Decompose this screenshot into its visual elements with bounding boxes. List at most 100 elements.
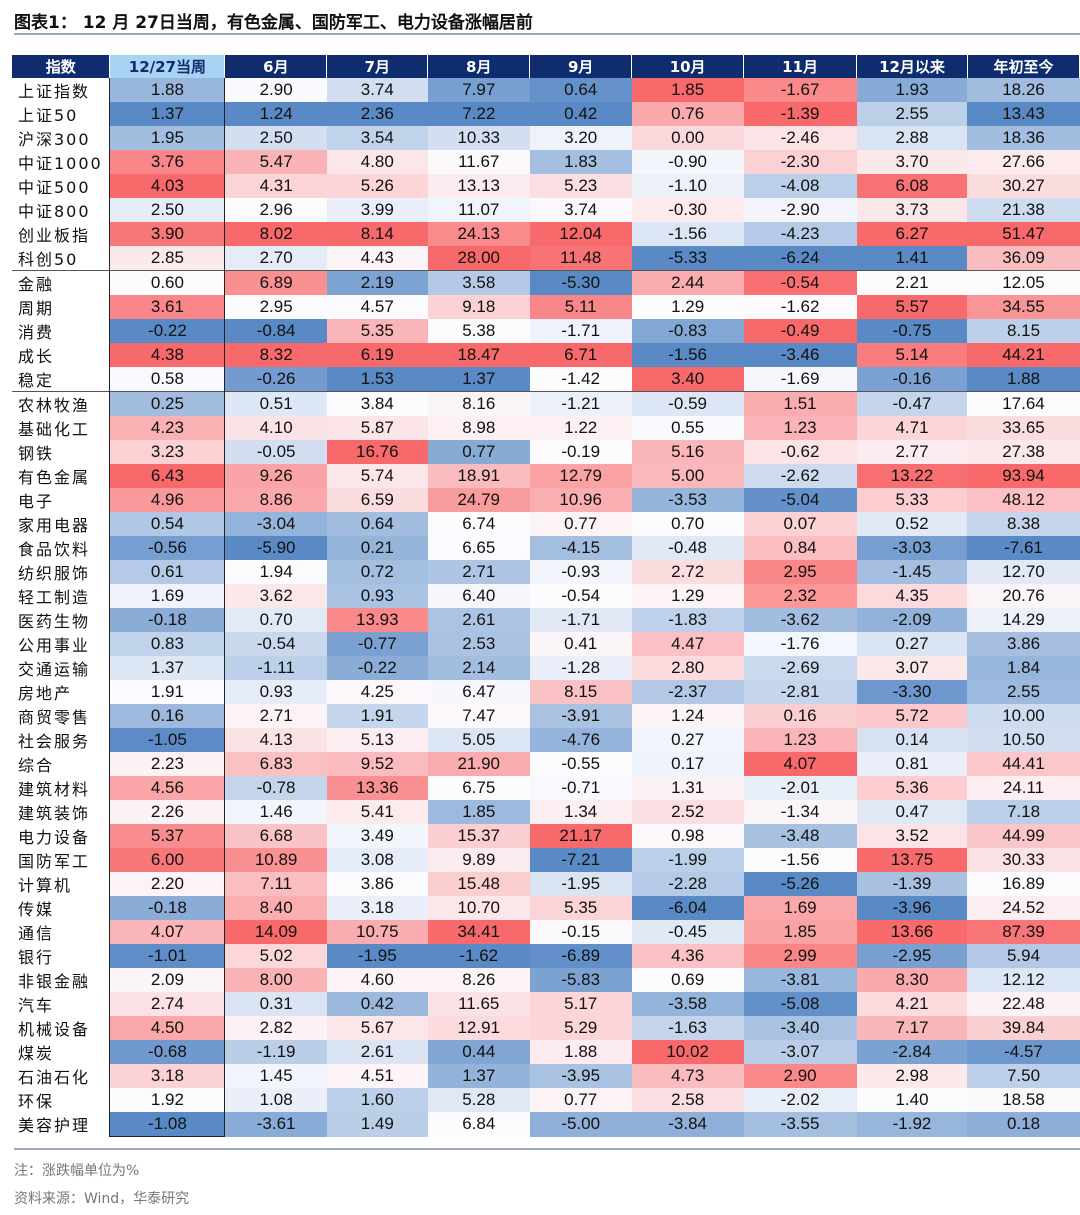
heatmap-cell: 4.07 <box>743 752 857 776</box>
heatmap-cell: 3.73 <box>856 198 968 222</box>
heatmap-cell: 1.69 <box>743 896 857 920</box>
heatmap-cell: 1.88 <box>529 1040 632 1064</box>
heatmap-cell: 4.47 <box>631 632 744 656</box>
heatmap-cell: 0.77 <box>529 1088 632 1112</box>
heatmap-cell: 10.00 <box>967 704 1080 728</box>
heatmap-cell: 2.61 <box>427 608 530 632</box>
row-label: 纺织服饰 <box>18 564 91 583</box>
heatmap-cell: 3.18 <box>326 896 428 920</box>
heatmap-cell: 1.08 <box>224 1088 327 1112</box>
heatmap-cell: -1.62 <box>743 295 857 319</box>
heatmap-cell: 0.64 <box>529 78 632 102</box>
heatmap-cell: -3.53 <box>631 488 744 512</box>
table-row: 电力设备 5.37 6.68 3.49 15.37 21.17 0.98 -3.48 3.52 4… <box>12 824 1080 848</box>
heatmap-cell: -1.95 <box>326 944 428 968</box>
heatmap-cell: -1.67 <box>743 78 857 102</box>
heatmap-cell: 4.71 <box>856 416 968 440</box>
heatmap-cell: 0.27 <box>856 632 968 656</box>
heatmap-cell: 8.15 <box>967 319 1080 343</box>
table-row: 电子 4.96 8.86 6.59 24.79 10.96 -3.53 -5.04 5.33 48… <box>12 488 1080 512</box>
row-label: 金融 <box>12 270 110 295</box>
row-label: 汽车 <box>18 996 55 1015</box>
row-label: 建筑材料 <box>18 780 91 799</box>
heatmap-cell: -1.83 <box>631 608 744 632</box>
heatmap-cell: 0.93 <box>224 680 327 704</box>
heatmap-cell: 18.47 <box>427 343 530 367</box>
heatmap-cell: 12.12 <box>967 968 1080 992</box>
heatmap-cell: -0.56 <box>109 536 226 560</box>
heatmap-cell: 3.74 <box>529 198 632 222</box>
table-row: 消费 -0.22 -0.84 5.35 5.38 -1.71 -0.83 -0.49 -0.75… <box>12 319 1080 343</box>
heatmap-cell: 4.60 <box>326 968 428 992</box>
heatmap-cell: 51.47 <box>967 222 1080 246</box>
heatmap-cell: -2.95 <box>856 944 968 968</box>
row-label: 消费 <box>18 323 55 342</box>
heatmap-cell: 6.40 <box>427 584 530 608</box>
heatmap-cell: 10.89 <box>224 848 327 872</box>
heatmap-cell: 2.70 <box>224 246 327 271</box>
heatmap-cell: 5.00 <box>631 464 744 488</box>
heatmap-cell: 0.27 <box>631 728 744 752</box>
heatmap-cell: -5.90 <box>224 536 327 560</box>
heatmap-cell: -3.84 <box>631 1112 744 1137</box>
heatmap-cell: 9.52 <box>326 752 428 776</box>
row-label: 社会服务 <box>18 732 91 751</box>
heatmap-cell: 3.20 <box>529 126 632 150</box>
heatmap-cell: -1.21 <box>529 391 632 416</box>
heatmap-cell: -0.48 <box>631 536 744 560</box>
heatmap-cell: 0.84 <box>743 536 857 560</box>
heatmap-cell: -5.30 <box>529 270 632 295</box>
heatmap-cell: 8.38 <box>967 512 1080 536</box>
heatmap-cell: -1.28 <box>529 656 632 680</box>
row-label: 成长 <box>18 347 55 366</box>
heatmap-cell: 14.09 <box>224 920 327 944</box>
heatmap-cell: -1.71 <box>529 608 632 632</box>
heatmap-cell: -4.15 <box>529 536 632 560</box>
heatmap-cell: 39.84 <box>967 1016 1080 1040</box>
table-row: 非银金融 2.09 8.00 4.60 8.26 -5.83 0.69 -3.81 8.30 12… <box>12 968 1080 992</box>
heatmap-cell: 5.41 <box>326 800 428 824</box>
heatmap-cell: 2.82 <box>224 1016 327 1040</box>
heatmap-cell: 2.23 <box>109 752 226 776</box>
heatmap-cell: 5.17 <box>529 992 632 1016</box>
table-row: 纺织服饰 0.61 1.94 0.72 2.71 -0.93 2.72 2.95 -1.45 12… <box>12 560 1080 584</box>
heatmap-cell: 1.91 <box>326 704 428 728</box>
heatmap-cell: -1.01 <box>109 944 226 968</box>
heatmap-cell: -0.54 <box>529 584 632 608</box>
heatmap-cell: -0.75 <box>856 319 968 343</box>
heatmap-cell: 30.27 <box>967 174 1080 198</box>
heatmap-cell: -3.07 <box>743 1040 857 1064</box>
row-label: 计算机 <box>18 876 73 895</box>
heatmap-cell: 2.36 <box>326 102 428 126</box>
heatmap-cell: 4.51 <box>326 1064 428 1088</box>
heatmap-cell: 1.24 <box>631 704 744 728</box>
table-row: 有色金属 6.43 9.26 5.74 18.91 12.79 5.00 -2.62 13.22… <box>12 464 1080 488</box>
table-row: 环保 1.92 1.08 1.60 5.28 0.77 2.58 -2.02 1.40 18.58 <box>12 1088 1080 1112</box>
heatmap-cell: -0.93 <box>529 560 632 584</box>
heatmap-cell: 5.11 <box>529 295 632 319</box>
heatmap-cell: 12.70 <box>967 560 1080 584</box>
heatmap-cell: 6.74 <box>427 512 530 536</box>
heatmap-cell: 13.93 <box>326 608 428 632</box>
heatmap-cell: -2.02 <box>743 1088 857 1112</box>
table-row: 美容护理 -1.08 -3.61 1.49 6.84 -5.00 -3.84 -3.55 -1.… <box>12 1112 1080 1137</box>
heatmap-cell: -2.69 <box>743 656 857 680</box>
heatmap-cell: 18.36 <box>967 126 1080 150</box>
heatmap-cell: 7.11 <box>224 872 327 896</box>
heatmap-cell: 44.21 <box>967 343 1080 367</box>
heatmap-cell: 11.48 <box>529 246 632 271</box>
heatmap-cell: 24.52 <box>967 896 1080 920</box>
heatmap-cell: -4.76 <box>529 728 632 752</box>
heatmap-cell: 3.74 <box>326 78 428 102</box>
heatmap-cell: 4.43 <box>326 246 428 271</box>
heatmap-cell: 1.85 <box>427 800 530 824</box>
heatmap-cell: -3.55 <box>743 1112 857 1137</box>
heatmap-cell: 6.84 <box>427 1112 530 1137</box>
heatmap-cell: 6.00 <box>109 848 226 872</box>
heatmap-cell: 9.18 <box>427 295 530 319</box>
heatmap-cell: 1.94 <box>224 560 327 584</box>
heatmap-cell: -3.48 <box>743 824 857 848</box>
heatmap-cell: 2.90 <box>743 1064 857 1088</box>
heatmap-cell: -1.99 <box>631 848 744 872</box>
heatmap-cell: 34.55 <box>967 295 1080 319</box>
